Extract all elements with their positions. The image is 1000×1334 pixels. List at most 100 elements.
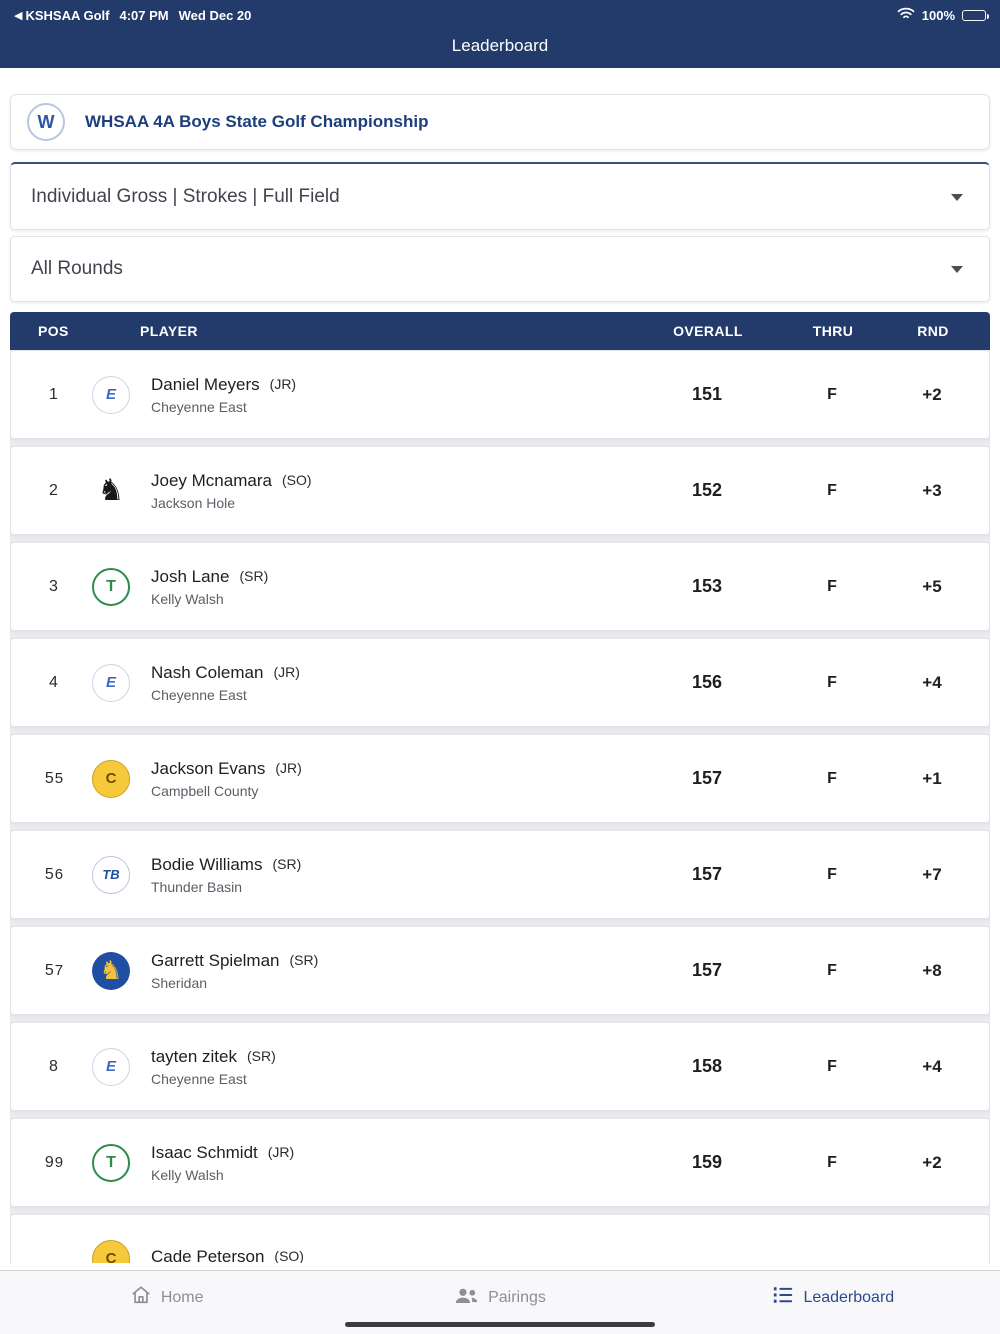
thru-value: F: [827, 865, 837, 883]
player-name: Daniel Meyers: [151, 374, 260, 394]
team-logo: ♞: [92, 471, 130, 510]
player-name: Joey Mcnamara: [151, 470, 272, 490]
player-name: Cade Peterson: [151, 1246, 265, 1264]
team-logo: T: [92, 1143, 130, 1182]
people-icon: [454, 1284, 479, 1311]
round-score: +4: [922, 1056, 942, 1076]
player-school: Cheyenne East: [151, 1070, 247, 1087]
player-name: tayten zitek: [151, 1046, 237, 1066]
event-title: WHSAA 4A Boys State Golf Championship: [85, 112, 429, 131]
wifi-icon: [897, 7, 915, 23]
player-name: Bodie Williams: [151, 854, 263, 874]
team-logo: C: [92, 1239, 130, 1263]
position: 8: [49, 1057, 58, 1075]
table-row[interactable]: 57 ♞ Garrett Spielman (SR) Sheridan 157 F…: [10, 926, 990, 1015]
column-header-pos: POS: [38, 323, 69, 339]
round-score: +1: [922, 768, 942, 788]
chevron-down-icon: [951, 193, 963, 201]
table-row[interactable]: 2 ♞ Joey Mcnamara (SO) Jackson Hole 152 F…: [10, 446, 990, 535]
thru-value: F: [827, 1057, 837, 1075]
round-score: +7: [922, 864, 942, 884]
home-indicator[interactable]: [345, 1322, 655, 1327]
table-row[interactable]: 1 E Daniel Meyers (JR) Cheyenne East 151 …: [10, 350, 990, 439]
team-logo: TB: [92, 855, 130, 894]
round-score: +2: [922, 384, 942, 404]
rounds-filter-value: All Rounds: [31, 258, 123, 279]
table-row[interactable]: 8 E tayten zitek (SR) Cheyenne East 158 F…: [10, 1022, 990, 1111]
table-row[interactable]: 99 T Isaac Schmidt (JR) Kelly Walsh 159 F…: [10, 1118, 990, 1207]
position: 4: [49, 673, 58, 691]
team-logo: C: [92, 759, 130, 798]
team-logo: E: [92, 375, 130, 414]
battery-percent: 100%: [921, 7, 955, 23]
thru-value: F: [827, 385, 837, 403]
table-header: POS PLAYER OVERALL THRU RND: [10, 312, 990, 350]
player-school: Kelly Walsh: [151, 1166, 224, 1183]
player-name: Josh Lane: [151, 566, 230, 586]
tab-leaderboard-label: Leaderboard: [803, 1288, 895, 1306]
player-school: Sheridan: [151, 974, 208, 991]
column-header-overall: OVERALL: [673, 323, 743, 339]
scoring-filter-dropdown[interactable]: Individual Gross | Strokes | Full Field: [10, 162, 990, 230]
position: 99: [44, 1153, 64, 1171]
player-name: Isaac Schmidt: [151, 1142, 258, 1162]
table-row[interactable]: 55 C Jackson Evans (JR) Campbell County 1…: [10, 734, 990, 823]
event-logo: W: [27, 103, 65, 141]
tab-bar: Home Pairings Leaderboard: [0, 1270, 1000, 1334]
tab-pairings-label: Pairings: [488, 1288, 546, 1306]
player-grade: (JR): [269, 375, 297, 392]
back-to-app-button[interactable]: ◀ KSHSAA Golf: [14, 8, 110, 23]
player-grade: (JR): [267, 1143, 295, 1160]
overall-score: 156: [691, 672, 723, 692]
table-row[interactable]: 56 TB Bodie Williams (SR) Thunder Basin 1…: [10, 830, 990, 919]
player-grade: (SR): [289, 951, 319, 968]
content: W WHSAA 4A Boys State Golf Championship …: [0, 68, 1000, 1263]
back-chevron-icon: ◀: [14, 9, 23, 22]
column-header-thru: THRU: [812, 323, 854, 339]
overall-score: 158: [691, 1056, 723, 1076]
round-score: +4: [922, 672, 942, 692]
overall-score: 152: [691, 480, 723, 500]
tab-leaderboard[interactable]: Leaderboard: [667, 1284, 1000, 1321]
player-grade: (SR): [239, 567, 269, 584]
rounds-filter-dropdown[interactable]: All Rounds: [10, 236, 990, 302]
table-row[interactable]: 4 E Nash Coleman (JR) Cheyenne East 156 F…: [10, 638, 990, 727]
position: 57: [44, 961, 64, 979]
round-score: +8: [922, 960, 942, 980]
thru-value: F: [827, 481, 837, 499]
page-title: Leaderboard: [451, 36, 549, 55]
position: 56: [44, 865, 64, 883]
player-grade: (SR): [272, 855, 302, 872]
overall-score: 153: [691, 576, 723, 596]
position: 3: [49, 577, 58, 595]
team-logo: E: [92, 1047, 130, 1086]
table-row[interactable]: C Cade Peterson (SO): [10, 1214, 990, 1263]
overall-score: 159: [691, 1152, 723, 1172]
position: 2: [49, 481, 58, 499]
player-name: Nash Coleman: [151, 662, 264, 682]
status-date: Wed Dec 20: [178, 7, 252, 23]
event-card[interactable]: W WHSAA 4A Boys State Golf Championship: [10, 94, 990, 150]
thru-value: F: [827, 1153, 837, 1171]
position: 55: [44, 769, 64, 787]
scoring-filter-value: Individual Gross | Strokes | Full Field: [31, 185, 340, 207]
team-logo: E: [92, 663, 130, 702]
player-name: Garrett Spielman: [151, 950, 280, 970]
position: [27, 1250, 81, 1264]
tab-home-label: Home: [160, 1288, 204, 1306]
position: 1: [49, 385, 58, 403]
thru-value: F: [827, 961, 837, 979]
player-grade: (SO): [281, 471, 312, 488]
table-row[interactable]: 3 T Josh Lane (SR) Kelly Walsh 153 F +5: [10, 542, 990, 631]
battery-icon: [962, 9, 989, 21]
player-school: Jackson Hole: [151, 494, 236, 511]
player-school: Kelly Walsh: [151, 590, 224, 607]
status-time: 4:07 PM: [119, 7, 169, 23]
overall-score: 157: [691, 864, 723, 884]
status-bar: ◀ KSHSAA Golf 4:07 PM Wed Dec 20 100%: [0, 0, 1000, 28]
app-header: ◀ KSHSAA Golf 4:07 PM Wed Dec 20 100% Le…: [0, 0, 1000, 68]
tab-home[interactable]: Home: [0, 1284, 333, 1321]
player-school: Campbell County: [151, 782, 259, 799]
player-grade: (JR): [275, 759, 302, 776]
tab-pairings[interactable]: Pairings: [333, 1284, 666, 1321]
